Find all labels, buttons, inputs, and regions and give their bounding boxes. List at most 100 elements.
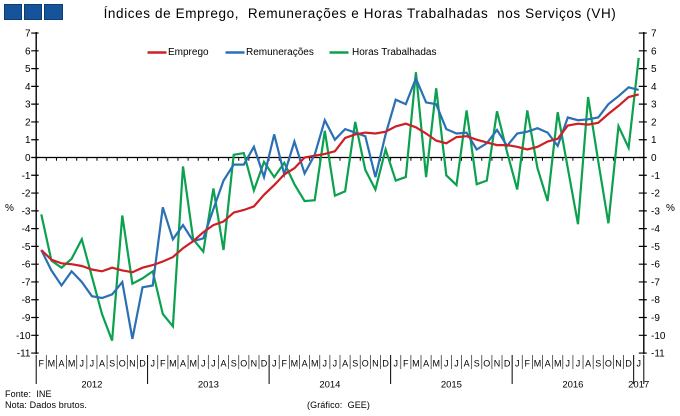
svg-text:J: J <box>90 359 95 369</box>
svg-text:-9: -9 <box>651 313 660 324</box>
svg-text:D: D <box>261 359 268 369</box>
svg-text:S: S <box>474 359 480 369</box>
svg-text:J: J <box>576 359 581 369</box>
svg-text:D: D <box>382 359 389 369</box>
svg-text:2013: 2013 <box>198 380 219 391</box>
svg-text:-2: -2 <box>22 189 31 200</box>
svg-text:M: M <box>48 359 56 369</box>
svg-text:%: % <box>5 203 14 214</box>
svg-text:F: F <box>282 359 288 369</box>
svg-text:A: A <box>342 359 348 369</box>
svg-text:2017: 2017 <box>628 380 649 391</box>
svg-text:-1: -1 <box>22 171 31 182</box>
svg-text:A: A <box>58 359 64 369</box>
svg-text:-7: -7 <box>22 278 31 289</box>
svg-text:0: 0 <box>651 153 657 164</box>
svg-text:1: 1 <box>651 135 657 146</box>
svg-text:A: A <box>585 359 591 369</box>
svg-text:-6: -6 <box>651 260 660 271</box>
svg-text:J: J <box>150 359 155 369</box>
svg-text:J: J <box>566 359 571 369</box>
svg-text:F: F <box>525 359 531 369</box>
svg-text:1: 1 <box>25 135 31 146</box>
svg-text:N: N <box>129 359 136 369</box>
svg-text:2015: 2015 <box>441 380 462 391</box>
svg-text:6: 6 <box>25 46 31 57</box>
svg-text:-5: -5 <box>651 242 660 253</box>
svg-text:2: 2 <box>25 117 31 128</box>
svg-text:A: A <box>464 359 470 369</box>
svg-text:-5: -5 <box>22 242 31 253</box>
svg-text:D: D <box>139 359 146 369</box>
svg-text:S: S <box>231 359 237 369</box>
svg-text:7: 7 <box>25 29 31 40</box>
svg-text:0: 0 <box>25 153 31 164</box>
svg-text:O: O <box>605 359 612 369</box>
svg-text:Remunerações: Remunerações <box>246 47 314 58</box>
svg-text:Horas Trabalhadas: Horas Trabalhadas <box>352 47 437 58</box>
svg-text:-9: -9 <box>22 313 31 324</box>
svg-text:-3: -3 <box>22 206 31 217</box>
svg-text:D: D <box>504 359 511 369</box>
svg-text:-4: -4 <box>651 224 660 235</box>
svg-text:J: J <box>636 359 641 369</box>
svg-text:M: M <box>291 359 299 369</box>
svg-text:J: J <box>393 359 398 369</box>
svg-text:2016: 2016 <box>562 380 583 391</box>
svg-text:J: J <box>272 359 277 369</box>
svg-text:7: 7 <box>651 29 657 40</box>
svg-text:J: J <box>323 359 328 369</box>
svg-text:J: J <box>454 359 459 369</box>
svg-text:J: J <box>211 359 216 369</box>
svg-text:N: N <box>251 359 258 369</box>
svg-text:F: F <box>160 359 166 369</box>
svg-text:A: A <box>99 359 105 369</box>
svg-text:-1: -1 <box>651 171 660 182</box>
svg-text:2: 2 <box>651 117 657 128</box>
svg-text:J: J <box>333 359 338 369</box>
svg-text:D: D <box>625 359 632 369</box>
svg-text:4: 4 <box>25 82 31 93</box>
svg-text:3: 3 <box>651 100 657 111</box>
svg-text:%: % <box>666 203 675 214</box>
svg-text:5: 5 <box>651 64 657 75</box>
svg-text:M: M <box>189 359 197 369</box>
svg-text:-10: -10 <box>16 331 31 342</box>
svg-text:M: M <box>432 359 440 369</box>
svg-text:M: M <box>311 359 319 369</box>
svg-text:S: S <box>352 359 358 369</box>
svg-text:2012: 2012 <box>81 380 102 391</box>
svg-text:-11: -11 <box>17 349 31 360</box>
svg-text:N: N <box>372 359 379 369</box>
svg-text:Emprego: Emprego <box>168 47 209 58</box>
svg-text:4: 4 <box>651 82 657 93</box>
svg-text:6: 6 <box>651 46 657 57</box>
svg-text:S: S <box>595 359 601 369</box>
svg-text:5: 5 <box>25 64 31 75</box>
svg-text:-4: -4 <box>22 224 31 235</box>
svg-text:A: A <box>180 359 186 369</box>
svg-text:3: 3 <box>25 100 31 111</box>
svg-text:J: J <box>80 359 85 369</box>
svg-text:O: O <box>362 359 369 369</box>
svg-text:-7: -7 <box>651 278 660 289</box>
svg-text:-10: -10 <box>651 331 666 342</box>
svg-text:F: F <box>403 359 409 369</box>
svg-text:J: J <box>444 359 449 369</box>
svg-text:A: A <box>302 359 308 369</box>
svg-text:-11: -11 <box>651 349 665 360</box>
svg-text:2014: 2014 <box>319 380 340 391</box>
svg-text:M: M <box>534 359 542 369</box>
svg-text:-3: -3 <box>651 206 660 217</box>
svg-text:O: O <box>240 359 247 369</box>
svg-text:M: M <box>554 359 562 369</box>
svg-text:N: N <box>494 359 501 369</box>
svg-text:-8: -8 <box>651 295 660 306</box>
svg-text:O: O <box>483 359 490 369</box>
svg-text:M: M <box>169 359 177 369</box>
svg-text:J: J <box>515 359 520 369</box>
svg-text:S: S <box>109 359 115 369</box>
svg-text:M: M <box>412 359 420 369</box>
svg-text:O: O <box>119 359 126 369</box>
svg-text:M: M <box>68 359 76 369</box>
